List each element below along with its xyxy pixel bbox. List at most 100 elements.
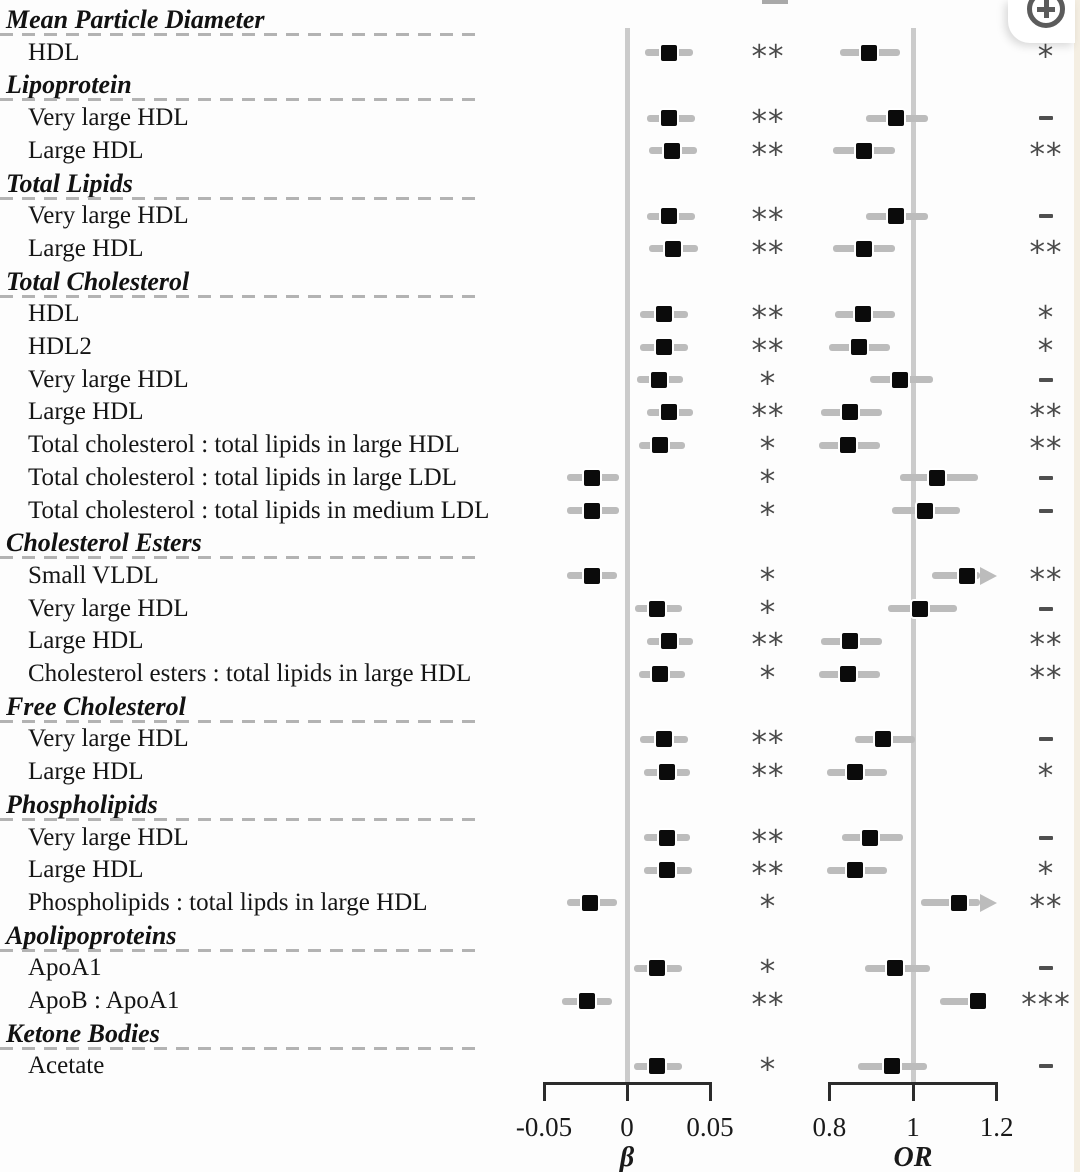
beta-significance-stars: ** bbox=[751, 38, 785, 75]
beta-significance-stars: ** bbox=[751, 234, 785, 271]
beta-significance-stars: ** bbox=[751, 987, 785, 1023]
or-point-estimate-marker bbox=[841, 633, 858, 650]
row-label: Very large HDL bbox=[28, 365, 189, 393]
or-point-estimate-marker bbox=[850, 339, 867, 355]
category-header-label: Apolipoproteins bbox=[6, 920, 177, 950]
or-significance-stars: * bbox=[1037, 333, 1055, 369]
or-point-estimate-marker bbox=[917, 502, 934, 519]
beta-significance-stars: * bbox=[759, 660, 777, 696]
beta-significance-stars: ** bbox=[751, 856, 785, 893]
or-point-estimate-marker bbox=[912, 600, 929, 617]
beta-axis-tick-label: 0 bbox=[620, 1112, 634, 1142]
beta-point-estimate-marker bbox=[582, 894, 599, 911]
zoom-in-button[interactable] bbox=[1008, 0, 1075, 43]
or-point-estimate-marker bbox=[861, 829, 878, 846]
beta-significance-stars: ** bbox=[751, 104, 785, 141]
category-header-label: Cholesterol Esters bbox=[6, 528, 202, 558]
or-point-estimate-marker bbox=[854, 306, 871, 323]
or-ns-dash bbox=[1039, 737, 1053, 742]
beta-point-estimate-marker bbox=[655, 731, 672, 748]
beta-significance-stars: ** bbox=[751, 823, 785, 860]
beta-point-estimate-marker bbox=[660, 110, 677, 127]
or-point-estimate-marker bbox=[856, 240, 873, 257]
or-ci-arrow-right bbox=[979, 566, 997, 585]
beta-point-estimate-marker bbox=[660, 633, 677, 650]
header-dashed-line bbox=[0, 1046, 481, 1050]
beta-point-estimate-marker bbox=[584, 469, 601, 486]
beta-significance-stars: * bbox=[759, 431, 777, 468]
row-label: Large HDL bbox=[28, 856, 144, 884]
beta-point-estimate-marker bbox=[652, 437, 669, 454]
or-significance-stars: *** bbox=[1021, 987, 1071, 1023]
or-point-estimate-marker bbox=[928, 469, 945, 486]
beta-significance-stars: ** bbox=[751, 333, 785, 369]
row-label: Phospholipids : total lipds in large HDL bbox=[28, 888, 428, 916]
or-ci-bar bbox=[921, 899, 980, 907]
category-header-label: Mean Particle Diameter bbox=[6, 5, 265, 34]
or-ns-dash bbox=[1039, 606, 1053, 611]
or-significance-stars: ** bbox=[1029, 561, 1063, 598]
row-label: Very large HDL bbox=[28, 202, 189, 230]
beta-significance-stars: * bbox=[759, 954, 777, 991]
or-point-estimate-marker bbox=[892, 371, 909, 388]
or-point-estimate-marker bbox=[959, 567, 976, 584]
row-label: ApoA1 bbox=[28, 954, 102, 982]
page-background-strip bbox=[1074, 0, 1080, 1172]
row-label: HDL bbox=[28, 300, 80, 328]
beta-significance-stars: ** bbox=[751, 627, 785, 664]
or-significance-stars: ** bbox=[1029, 136, 1063, 173]
beta-reference-line bbox=[624, 28, 630, 1082]
beta-significance-stars: * bbox=[759, 365, 777, 402]
row-label: Large HDL bbox=[28, 627, 144, 655]
plus-vertical-bar bbox=[1043, 0, 1049, 18]
or-point-estimate-marker bbox=[888, 208, 905, 225]
header-dashed-line bbox=[0, 33, 481, 36]
or-significance-stars: ** bbox=[1029, 234, 1063, 271]
or-point-estimate-marker bbox=[840, 437, 857, 454]
row-label: Very large HDL bbox=[28, 725, 189, 753]
row-label: Large HDL bbox=[28, 758, 144, 786]
or-point-estimate-marker bbox=[846, 862, 863, 879]
header-dashed-line bbox=[0, 556, 481, 560]
beta-axis-tick bbox=[542, 1082, 546, 1101]
or-significance-stars: * bbox=[1037, 758, 1055, 795]
beta-significance-stars: ** bbox=[751, 398, 785, 435]
row-label: Total cholesterol : total lipids in larg… bbox=[28, 463, 457, 491]
row-label: Large HDL bbox=[28, 398, 144, 426]
header-dashed-line bbox=[0, 948, 481, 952]
category-header-label: Free Cholesterol bbox=[6, 691, 186, 721]
or-point-estimate-marker bbox=[842, 404, 859, 421]
header-dashed-line bbox=[0, 294, 481, 298]
beta-point-estimate-marker bbox=[584, 567, 601, 584]
beta-point-estimate-marker bbox=[660, 44, 677, 61]
beta-point-estimate-marker bbox=[579, 993, 596, 1009]
row-label: Acetate bbox=[28, 1052, 105, 1080]
or-point-estimate-marker bbox=[887, 960, 904, 977]
beta-point-estimate-marker bbox=[655, 339, 672, 355]
beta-significance-stars: * bbox=[759, 1052, 777, 1089]
beta-significance-stars: * bbox=[759, 594, 777, 631]
or-significance-stars: ** bbox=[1029, 431, 1063, 468]
or-axis-tick bbox=[827, 1082, 831, 1101]
header-dashed-line bbox=[0, 196, 481, 200]
beta-axis-tick bbox=[708, 1082, 712, 1101]
cropped-text-fragment bbox=[762, 0, 788, 4]
beta-significance-stars: * bbox=[759, 496, 777, 533]
beta-point-estimate-marker bbox=[650, 371, 667, 388]
or-significance-stars: * bbox=[1037, 38, 1055, 75]
beta-point-estimate-marker bbox=[652, 666, 669, 682]
or-point-estimate-marker bbox=[840, 666, 857, 682]
or-significance-stars: ** bbox=[1029, 627, 1063, 664]
or-ns-dash bbox=[1039, 966, 1053, 971]
or-axis-tick bbox=[911, 1082, 915, 1101]
or-axis-tick-label: 0.8 bbox=[812, 1112, 847, 1142]
or-ns-dash bbox=[1039, 377, 1053, 382]
row-label: HDL2 bbox=[28, 333, 92, 360]
beta-point-estimate-marker bbox=[584, 502, 601, 519]
row-label: Very large HDL bbox=[28, 104, 189, 132]
beta-point-estimate-marker bbox=[663, 142, 680, 159]
category-header-label: Total Lipids bbox=[6, 168, 133, 198]
or-significance-stars: ** bbox=[1029, 888, 1063, 925]
row-label: Total cholesterol : total lipids in larg… bbox=[28, 431, 460, 459]
beta-point-estimate-marker bbox=[658, 829, 675, 846]
